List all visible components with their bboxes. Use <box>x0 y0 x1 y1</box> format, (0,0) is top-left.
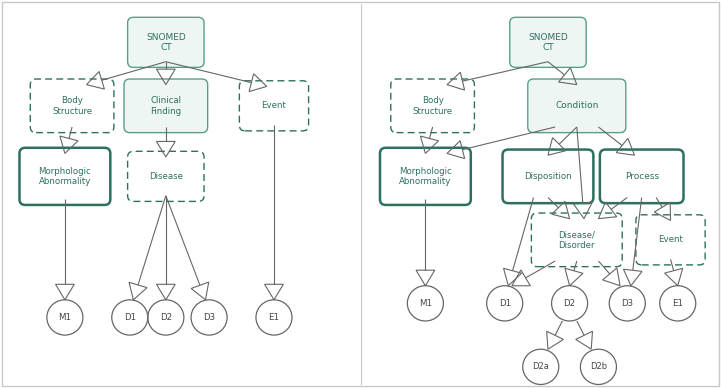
FancyBboxPatch shape <box>600 149 684 203</box>
FancyBboxPatch shape <box>636 215 705 265</box>
Text: Clinical
Finding: Clinical Finding <box>150 96 182 116</box>
Text: Disposition: Disposition <box>524 172 572 181</box>
Text: Morphologic
Abnormality: Morphologic Abnormality <box>399 167 452 186</box>
Text: M1: M1 <box>58 313 71 322</box>
Text: Disease: Disease <box>149 172 183 181</box>
Text: Process: Process <box>624 172 659 181</box>
FancyBboxPatch shape <box>380 148 471 205</box>
Text: E1: E1 <box>672 299 684 308</box>
Text: D2b: D2b <box>590 362 607 371</box>
Text: Condition: Condition <box>555 101 598 110</box>
Text: D2a: D2a <box>532 362 549 371</box>
FancyBboxPatch shape <box>128 151 204 201</box>
Text: Body
Structure: Body Structure <box>412 96 453 116</box>
FancyBboxPatch shape <box>503 149 593 203</box>
FancyBboxPatch shape <box>391 79 474 133</box>
Text: D3: D3 <box>203 313 215 322</box>
Text: SNOMED
CT: SNOMED CT <box>528 33 568 52</box>
Text: D2: D2 <box>160 313 172 322</box>
FancyBboxPatch shape <box>30 79 114 133</box>
Text: SNOMED
CT: SNOMED CT <box>146 33 186 52</box>
Text: M1: M1 <box>419 299 432 308</box>
Text: E1: E1 <box>268 313 280 322</box>
Text: D1: D1 <box>124 313 136 322</box>
FancyBboxPatch shape <box>531 213 622 267</box>
FancyBboxPatch shape <box>528 79 626 133</box>
FancyBboxPatch shape <box>19 148 110 205</box>
Text: D3: D3 <box>622 299 633 308</box>
Text: D2: D2 <box>564 299 575 308</box>
FancyBboxPatch shape <box>128 17 204 68</box>
Text: Morphologic
Abnormality: Morphologic Abnormality <box>38 167 92 186</box>
Text: Event: Event <box>658 236 683 244</box>
FancyBboxPatch shape <box>239 81 309 131</box>
Text: Disease/
Disorder: Disease/ Disorder <box>558 230 596 249</box>
FancyBboxPatch shape <box>510 17 586 68</box>
FancyBboxPatch shape <box>124 79 208 133</box>
Text: Body
Structure: Body Structure <box>52 96 92 116</box>
Text: Event: Event <box>262 101 286 110</box>
Text: D1: D1 <box>499 299 510 308</box>
